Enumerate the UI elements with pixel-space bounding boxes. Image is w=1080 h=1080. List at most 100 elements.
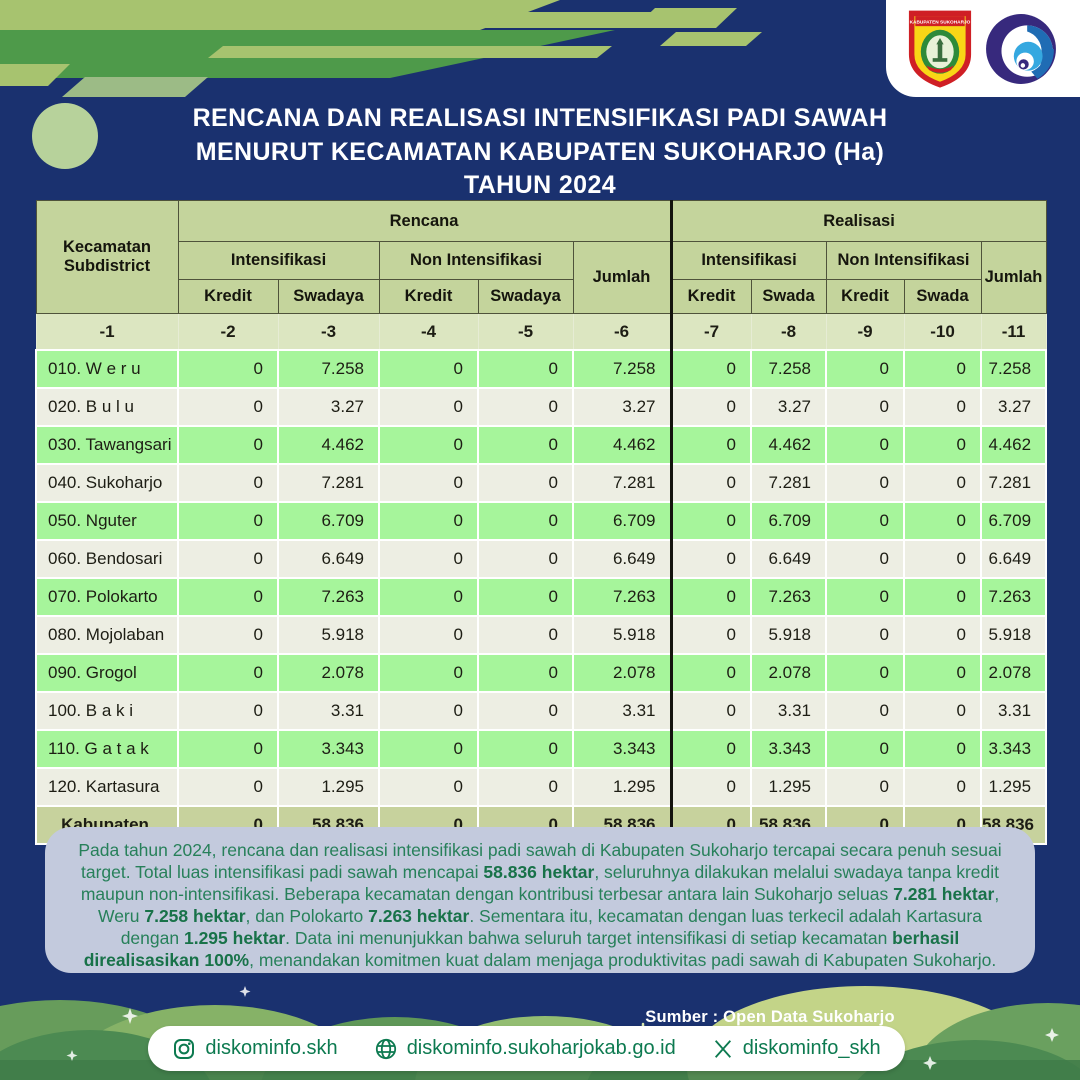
value-cell: 5.918 xyxy=(277,615,380,655)
header-leaf: Swada xyxy=(903,279,982,314)
value-cell: 0 xyxy=(378,387,479,427)
logo-card: KABUPATEN SUKOHARJO xyxy=(886,0,1080,97)
header-rencana-jumlah: Jumlah xyxy=(572,241,672,314)
row-label: 080. Mojolaban xyxy=(35,615,179,655)
value-cell: 0 xyxy=(477,615,574,655)
value-cell: 0 xyxy=(378,463,479,503)
summary-paragraph: Pada tahun 2024, rencana dan realisasi i… xyxy=(45,827,1035,973)
value-cell: 0 xyxy=(477,653,574,693)
instagram-contact[interactable]: diskominfo.skh xyxy=(172,1037,338,1061)
value-cell: 0 xyxy=(378,653,479,693)
header-realisasi: Realisasi xyxy=(669,200,1047,242)
row-label: 020. B u l u xyxy=(35,387,179,427)
value-cell: 0 xyxy=(477,501,574,541)
value-cell: 0 xyxy=(825,653,905,693)
header-rencana: Rencana xyxy=(177,200,672,242)
table-row: 060. Bendosari 0 6.649 0 0 6.649 0 6.649 0 0 6.649 xyxy=(35,539,1048,579)
header-rencana-non-intensifikasi: Non Intensifikasi xyxy=(378,241,574,280)
title-line-1: RENCANA DAN REALISASI INTENSIFIKASI PADI… xyxy=(192,104,888,132)
table-row: 010. W e r u 0 7.258 0 0 7.258 0 7.258 0 0 7.258 xyxy=(35,349,1048,389)
value-cell: 0 xyxy=(177,653,279,693)
value-cell: 7.281 xyxy=(750,463,827,503)
value-cell: 4.462 xyxy=(750,425,827,465)
row-label: 090. Grogol xyxy=(35,653,179,693)
value-cell: 6.649 xyxy=(750,539,827,579)
numbering-cell: -7 xyxy=(669,313,752,351)
value-cell: 3.343 xyxy=(572,729,672,769)
row-label: 010. W e r u xyxy=(35,349,179,389)
value-cell: 6.649 xyxy=(979,539,1048,579)
value-cell: 7.258 xyxy=(572,349,672,389)
website-url: diskominfo.sukoharjokab.go.id xyxy=(406,1037,676,1059)
value-cell: 0 xyxy=(669,501,752,541)
value-cell: 0 xyxy=(825,729,905,769)
row-label: 040. Sukoharjo xyxy=(35,463,179,503)
value-cell: 0 xyxy=(669,653,752,693)
value-cell: 6.649 xyxy=(277,539,380,579)
value-cell: 3.27 xyxy=(979,387,1048,427)
website-contact[interactable]: diskominfo.sukoharjokab.go.id xyxy=(374,1037,676,1061)
value-cell: 3.31 xyxy=(979,691,1048,731)
numbering-cell: -4 xyxy=(378,313,479,351)
header-leaf: Swadaya xyxy=(277,279,380,314)
value-cell: 7.263 xyxy=(979,577,1048,617)
value-cell: 7.281 xyxy=(979,463,1048,503)
table-row: 110. G a t a k 0 3.343 0 0 3.343 0 3.343 0 0 3.343 xyxy=(35,729,1048,769)
x-handle: diskominfo_skh xyxy=(742,1037,881,1059)
summary-highlight: 58.836 hektar xyxy=(483,862,595,883)
value-cell: 0 xyxy=(477,349,574,389)
value-cell: 4.462 xyxy=(277,425,380,465)
summary-text: . Data ini menunjukkan bahwa seluruh tar… xyxy=(285,928,893,949)
value-cell: 5.918 xyxy=(979,615,1048,655)
value-cell: 6.709 xyxy=(277,501,380,541)
value-cell: 4.462 xyxy=(572,425,672,465)
value-cell: 6.709 xyxy=(572,501,672,541)
table-row: 040. Sukoharjo 0 7.281 0 0 7.281 0 7.281 0 0 7.281 xyxy=(35,463,1048,503)
value-cell: 2.078 xyxy=(750,653,827,693)
value-cell: 0 xyxy=(669,577,752,617)
source-label: Sumber : Open Data Sukoharjo xyxy=(645,1008,895,1026)
header-realisasi-jumlah: Jumlah xyxy=(980,241,1047,314)
value-cell: 0 xyxy=(177,387,279,427)
table-row: 070. Polokarto 0 7.263 0 0 7.263 0 7.263 0 0 7.263 xyxy=(35,577,1048,617)
value-cell: 0 xyxy=(903,501,982,541)
summary-highlight: 7.258 hektar xyxy=(144,906,246,927)
value-cell: 0 xyxy=(669,463,752,503)
value-cell: 3.27 xyxy=(750,387,827,427)
value-cell: 0 xyxy=(177,577,279,617)
value-cell: 0 xyxy=(378,729,479,769)
value-cell: 0 xyxy=(177,767,279,807)
value-cell: 0 xyxy=(903,425,982,465)
contact-pill: diskominfo.skh diskominfo.sukoharjokab.g… xyxy=(148,1026,905,1071)
value-cell: 0 xyxy=(177,729,279,769)
value-cell: 0 xyxy=(177,615,279,655)
value-cell: 0 xyxy=(477,539,574,579)
numbering-cell: -3 xyxy=(277,313,380,351)
value-cell: 3.343 xyxy=(277,729,380,769)
svg-text:KABUPATEN SUKOHARJO: KABUPATEN SUKOHARJO xyxy=(910,19,971,25)
value-cell: 0 xyxy=(378,539,479,579)
page-title: RENCANA DAN REALISASI INTENSIFIKASI PADI… xyxy=(35,102,1045,203)
x-contact[interactable]: diskominfo_skh xyxy=(712,1037,881,1060)
value-cell: 0 xyxy=(477,463,574,503)
stripes-decoration xyxy=(0,0,762,97)
value-cell: 0 xyxy=(177,425,279,465)
summary-highlight: 1.295 hektar xyxy=(183,928,286,949)
value-cell: 3.343 xyxy=(750,729,827,769)
value-cell: 0 xyxy=(825,539,905,579)
value-cell: 0 xyxy=(669,767,752,807)
value-cell: 0 xyxy=(825,425,905,465)
value-cell: 0 xyxy=(903,653,982,693)
value-cell: 1.295 xyxy=(277,767,380,807)
value-cell: 5.918 xyxy=(572,615,672,655)
kominfo-logo xyxy=(986,13,1056,84)
value-cell: 7.281 xyxy=(277,463,380,503)
value-cell: 0 xyxy=(825,767,905,807)
value-cell: 7.258 xyxy=(277,349,380,389)
value-cell: 3.27 xyxy=(572,387,672,427)
value-cell: 0 xyxy=(903,615,982,655)
value-cell: 0 xyxy=(177,539,279,579)
value-cell: 0 xyxy=(669,349,752,389)
value-cell: 3.31 xyxy=(750,691,827,731)
